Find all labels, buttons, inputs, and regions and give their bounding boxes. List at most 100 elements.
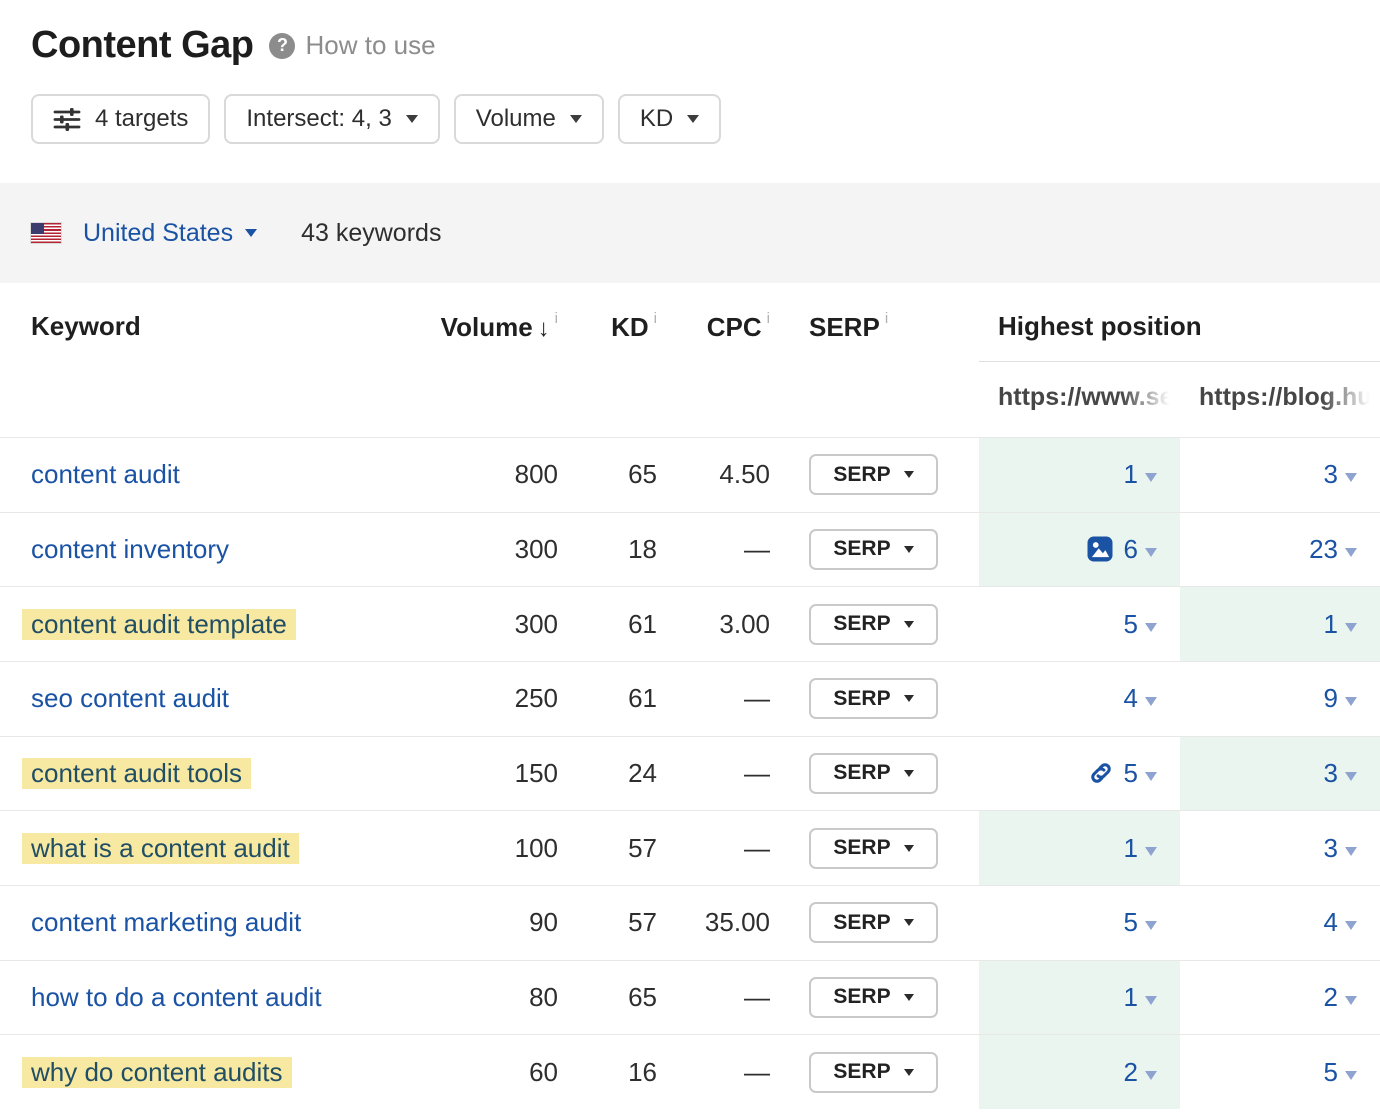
volume-header-label: Volume	[441, 312, 533, 342]
serp-cell: SERP	[770, 678, 979, 719]
how-to-use-link[interactable]: How to use	[305, 30, 435, 61]
kd-value: 57	[558, 833, 657, 864]
keyword-link[interactable]: what is a content audit	[22, 833, 299, 864]
pos1-cell[interactable]: 2	[979, 1035, 1180, 1109]
serp-button[interactable]: SERP	[809, 604, 938, 645]
cpc-value: —	[657, 758, 770, 789]
keyword-column-header: Keyword	[0, 311, 440, 342]
table-row: why do content audits 60 16 — SERP	[0, 1034, 1380, 1109]
kd-filter-label: KD	[640, 105, 673, 133]
serp-button[interactable]: SERP	[809, 454, 938, 495]
kd-filter-dropdown[interactable]: KD	[618, 94, 721, 144]
pos2-cell[interactable]: 3	[1180, 438, 1380, 512]
serp-cell: SERP	[770, 1052, 979, 1093]
keyword-link[interactable]: content audit	[31, 459, 180, 489]
pos1-cell[interactable]: 1	[979, 438, 1180, 512]
keyword-link[interactable]: content inventory	[31, 534, 229, 564]
pos2-cell[interactable]: 3	[1180, 737, 1380, 811]
position-dropdown-icon[interactable]	[1145, 623, 1157, 632]
position-dropdown-icon[interactable]	[1345, 548, 1357, 557]
position-value: 1	[1124, 459, 1138, 490]
targets-button[interactable]: 4 targets	[31, 94, 210, 144]
keyword-link[interactable]: content audit template	[22, 609, 296, 640]
cpc-header-label: CPC	[707, 312, 762, 342]
pos2-cell[interactable]: 2	[1180, 961, 1380, 1035]
keyword-link[interactable]: content marketing audit	[31, 907, 301, 937]
serp-cell: SERP	[770, 529, 979, 570]
position-dropdown-icon[interactable]	[1145, 1071, 1157, 1080]
position-dropdown-icon[interactable]	[1145, 473, 1157, 482]
cpc-value: —	[657, 534, 770, 565]
pos1-cell[interactable]: 6	[979, 513, 1180, 587]
serp-column-header: SERP	[770, 310, 979, 343]
sort-desc-icon: ↓	[538, 315, 550, 342]
serp-button[interactable]: SERP	[809, 828, 938, 869]
position-dropdown-icon[interactable]	[1145, 996, 1157, 1005]
position-dropdown-icon[interactable]	[1345, 996, 1357, 1005]
pos2-cell[interactable]: 4	[1180, 886, 1380, 960]
kd-value: 18	[558, 534, 657, 565]
position-value: 6	[1124, 534, 1138, 565]
table-body: content audit 800 65 4.50 SERP	[0, 437, 1380, 1109]
pos1-cell[interactable]: 1	[979, 961, 1180, 1035]
pos1-cell[interactable]: 5	[979, 587, 1180, 661]
table-row: content marketing audit 90 57 35.00 SERP	[0, 885, 1380, 960]
position-dropdown-icon[interactable]	[1145, 847, 1157, 856]
serp-header-label: SERP	[809, 312, 880, 342]
serp-button[interactable]: SERP	[809, 902, 938, 943]
keyword-link[interactable]: content audit tools	[22, 758, 251, 789]
position-dropdown-icon[interactable]	[1345, 697, 1357, 706]
position-dropdown-icon[interactable]	[1345, 772, 1357, 781]
position-dropdown-icon[interactable]	[1145, 772, 1157, 781]
keyword-link[interactable]: how to do a content audit	[31, 982, 322, 1012]
pos1-cell[interactable]: 5	[979, 737, 1180, 811]
serp-button[interactable]: SERP	[809, 529, 938, 570]
position-dropdown-icon[interactable]	[1345, 847, 1357, 856]
cpc-column-header[interactable]: CPC	[657, 310, 770, 343]
serp-button[interactable]: SERP	[809, 977, 938, 1018]
info-icon[interactable]	[885, 310, 888, 327]
volume-filter-dropdown[interactable]: Volume	[454, 94, 604, 144]
pos2-cell[interactable]: 23	[1180, 513, 1380, 587]
image-icon	[1085, 534, 1115, 564]
serp-button[interactable]: SERP	[809, 753, 938, 794]
us-flag-icon	[31, 223, 61, 243]
position-dropdown-icon[interactable]	[1145, 921, 1157, 930]
pos2-cell[interactable]: 1	[1180, 587, 1380, 661]
position-dropdown-icon[interactable]	[1345, 473, 1357, 482]
keyword-link[interactable]: seo content audit	[31, 683, 229, 713]
question-circle-icon[interactable]	[269, 33, 295, 59]
pos2-cell[interactable]: 3	[1180, 811, 1380, 885]
keyword-cell: seo content audit	[0, 683, 440, 714]
position-dropdown-icon[interactable]	[1345, 623, 1357, 632]
serp-cell: SERP	[770, 604, 979, 645]
kd-column-header[interactable]: KD	[558, 310, 657, 343]
keyword-cell: what is a content audit	[0, 833, 440, 864]
position-dropdown-icon[interactable]	[1145, 697, 1157, 706]
page-title: Content Gap	[31, 24, 253, 67]
serp-button-label: SERP	[833, 687, 890, 711]
chevron-down-icon	[904, 621, 914, 628]
country-selector[interactable]: United States	[31, 219, 257, 248]
serp-cell: SERP	[770, 753, 979, 794]
position-value: 2	[1124, 1057, 1138, 1088]
serp-button[interactable]: SERP	[809, 678, 938, 719]
position-dropdown-icon[interactable]	[1145, 548, 1157, 557]
cpc-value: —	[657, 1057, 770, 1088]
pos1-cell[interactable]: 4	[979, 662, 1180, 736]
pos1-cell[interactable]: 1	[979, 811, 1180, 885]
position-dropdown-icon[interactable]	[1345, 1071, 1357, 1080]
intersect-dropdown[interactable]: Intersect: 4, 3	[224, 94, 439, 144]
pos1-cell[interactable]: 5	[979, 886, 1180, 960]
fade-overlay	[1322, 372, 1380, 422]
volume-column-header[interactable]: Volume↓	[440, 310, 558, 343]
keyword-cell: content audit	[0, 459, 440, 490]
position-dropdown-icon[interactable]	[1345, 921, 1357, 930]
serp-button[interactable]: SERP	[809, 1052, 938, 1093]
cpc-value: 3.00	[657, 609, 770, 640]
chevron-down-icon	[904, 471, 914, 478]
keyword-link[interactable]: why do content audits	[22, 1057, 292, 1088]
pos2-cell[interactable]: 5	[1180, 1035, 1380, 1109]
volume-value: 150	[440, 758, 558, 789]
pos2-cell[interactable]: 9	[1180, 662, 1380, 736]
